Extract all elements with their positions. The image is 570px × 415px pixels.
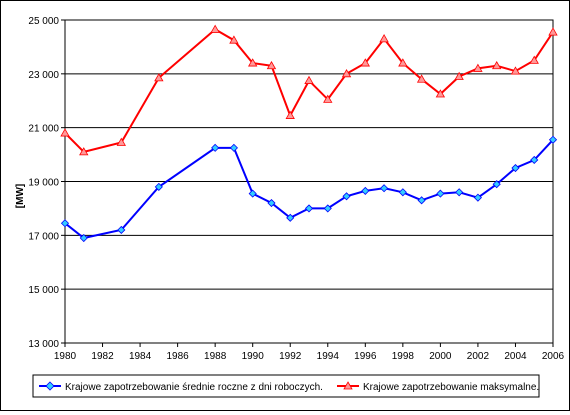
data-point-1 — [492, 60, 502, 70]
data-point-1 — [379, 34, 389, 43]
y-tick-label: 13 000 — [28, 339, 59, 350]
x-tick-label: 2000 — [429, 351, 452, 362]
x-tick-label: 1980 — [54, 351, 77, 362]
data-point-1 — [229, 35, 239, 44]
series-line-1 — [64, 28, 554, 154]
data-point-0 — [286, 213, 295, 222]
data-point-1 — [548, 27, 558, 36]
data-point-0 — [267, 198, 276, 208]
data-point-0 — [398, 188, 407, 197]
x-tick-label: 1986 — [166, 351, 189, 362]
x-tick-label: 1998 — [392, 351, 415, 362]
data-point-0 — [60, 219, 70, 228]
data-point-1 — [248, 58, 258, 67]
data-point-1 — [116, 137, 126, 146]
legend-marker-average — [45, 381, 55, 391]
legend: Krajowe zapotrzebowanie średnie roczne z… — [32, 374, 540, 398]
data-point-0 — [323, 204, 332, 213]
x-tick-label: 2004 — [504, 351, 527, 362]
x-tick-label: 1994 — [317, 351, 340, 362]
data-point-0 — [380, 184, 389, 193]
data-point-0 — [229, 143, 238, 152]
x-tick-label: 1988 — [204, 351, 227, 362]
data-point-1 — [79, 147, 89, 156]
y-tick-label: 23 000 — [28, 70, 59, 81]
series-group — [60, 24, 558, 243]
legend-box — [32, 374, 540, 398]
data-point-0 — [511, 163, 520, 173]
data-point-0 — [211, 143, 220, 152]
data-point-1 — [323, 94, 333, 103]
data-point-0 — [530, 155, 539, 165]
y-axis-ticks: 13 000 15 000 17 000 19 000 21 000 23 000 25 0… — [28, 16, 65, 350]
data-point-0 — [361, 186, 370, 195]
data-point-1 — [416, 74, 427, 83]
data-point-1 — [435, 89, 446, 98]
y-tick-label: 17 000 — [28, 231, 59, 242]
series-line-0 — [64, 139, 554, 240]
x-tick-label: 2002 — [467, 351, 490, 362]
y-tick-label: 21 000 — [28, 124, 59, 135]
data-point-1 — [266, 60, 277, 70]
data-point-1 — [285, 110, 295, 119]
legend-label-maximum: Krajowe zapotrzebowanie maksymalne. — [363, 382, 539, 393]
x-tick-label: 1982 — [91, 351, 114, 362]
x-tick-label: 2006 — [542, 351, 565, 362]
data-point-1 — [210, 24, 220, 33]
data-point-0 — [79, 233, 88, 243]
legend-marker-maximum — [343, 381, 353, 390]
y-tick-label: 19 000 — [28, 178, 59, 189]
data-point-0 — [492, 180, 501, 189]
x-tick-label: 1990 — [242, 351, 265, 362]
data-point-0 — [342, 192, 351, 201]
data-point-0 — [154, 182, 163, 191]
data-point-1 — [510, 66, 521, 75]
data-point-0 — [304, 204, 314, 213]
data-point-1 — [473, 63, 483, 72]
data-point-1 — [154, 73, 164, 82]
data-point-1 — [529, 55, 539, 64]
x-tick-label: 1984 — [129, 351, 152, 362]
x-tick-label: 1996 — [354, 351, 377, 362]
data-point-1 — [360, 58, 370, 67]
data-point-1 — [454, 71, 464, 80]
data-point-0 — [548, 135, 558, 144]
data-point-1 — [60, 128, 70, 137]
data-point-0 — [248, 189, 257, 198]
data-point-0 — [117, 225, 126, 235]
y-axis-label: [MW] — [15, 184, 26, 208]
data-point-0 — [473, 193, 482, 202]
data-point-0 — [417, 196, 426, 205]
y-tick-label: 25 000 — [28, 16, 59, 27]
data-point-0 — [436, 189, 445, 198]
y-tick-label: 15 000 — [28, 285, 59, 296]
data-point-1 — [398, 58, 408, 67]
data-point-1 — [341, 69, 352, 78]
x-axis-ticks: 1980 1982 1984 1986 1988 1990 1992 1994 1996 1998… — [54, 343, 565, 362]
data-point-0 — [455, 188, 464, 197]
data-point-1 — [304, 75, 314, 84]
x-tick-label: 1992 — [279, 351, 302, 362]
legend-label-average: Krajowe zapotrzebowanie średnie roczne z… — [65, 382, 323, 393]
